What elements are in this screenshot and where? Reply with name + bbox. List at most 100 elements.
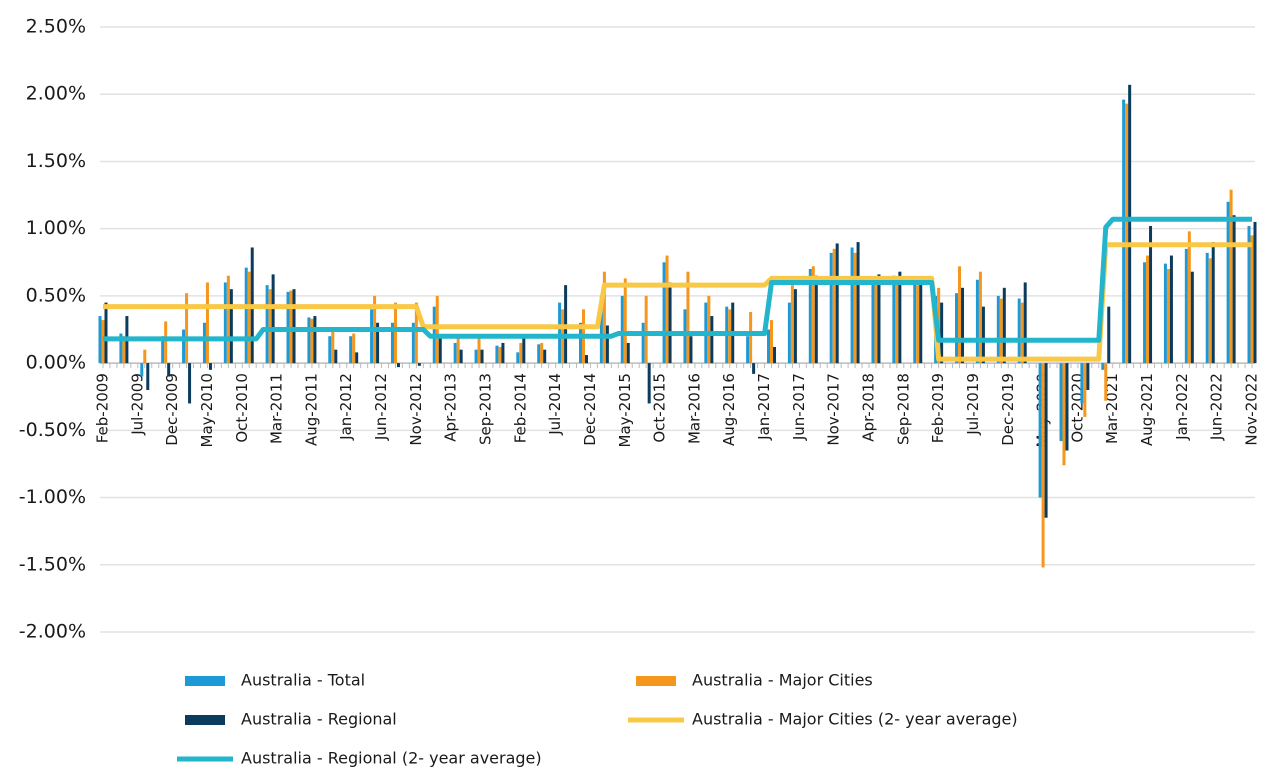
bar xyxy=(205,282,209,364)
bar xyxy=(1104,363,1108,401)
bar xyxy=(689,336,693,364)
x-tick-label: Nov-2017 xyxy=(825,373,843,445)
bar xyxy=(119,333,123,364)
bar xyxy=(850,247,854,364)
bar xyxy=(146,363,150,390)
bar xyxy=(161,336,165,364)
bar xyxy=(832,248,836,364)
bar xyxy=(746,336,750,364)
bar xyxy=(331,329,335,364)
bar xyxy=(1250,235,1254,364)
x-tick-label: Oct-2010 xyxy=(233,373,251,443)
x-tick-label: Feb-2014 xyxy=(511,373,529,443)
x-tick-label: Feb-2019 xyxy=(929,373,947,443)
bar xyxy=(543,349,547,364)
line xyxy=(103,242,1252,362)
x-tick-label: Feb-2009 xyxy=(94,373,112,443)
bar xyxy=(226,275,230,364)
bar xyxy=(1017,298,1021,364)
bar xyxy=(605,325,609,364)
bar xyxy=(313,316,317,364)
bar xyxy=(167,363,171,377)
bar xyxy=(101,320,105,364)
x-tick-label: Aug-2011 xyxy=(302,373,320,446)
bar xyxy=(1229,189,1233,364)
x-tick-label: Jul-2019 xyxy=(964,373,982,436)
bar xyxy=(1065,363,1069,451)
y-tick-label: 2.00% xyxy=(26,83,86,105)
bar xyxy=(1211,242,1215,364)
bar xyxy=(558,302,562,364)
bar xyxy=(1208,258,1212,364)
bar xyxy=(537,344,541,364)
legend-label: Australia - Total xyxy=(241,671,365,690)
x-tick-label: Jan-2017 xyxy=(755,373,773,441)
x-tick-label: Mar-2011 xyxy=(268,373,286,444)
bar xyxy=(1083,363,1087,417)
bar xyxy=(1038,363,1042,498)
bar xyxy=(522,336,526,364)
bar xyxy=(584,355,588,364)
bar xyxy=(122,336,126,364)
bar xyxy=(793,289,797,364)
x-tick-label: May-2015 xyxy=(616,373,634,447)
bar xyxy=(752,363,756,374)
bar xyxy=(668,282,672,364)
legend-label: Australia - Regional (2- year average) xyxy=(241,749,542,768)
bar xyxy=(829,252,833,364)
bar xyxy=(892,275,896,364)
bar xyxy=(955,293,959,364)
bar xyxy=(787,302,791,364)
bar xyxy=(352,333,356,364)
bar xyxy=(1205,252,1209,364)
y-tick-label: 0.50% xyxy=(26,284,86,306)
bar xyxy=(1128,84,1132,364)
bar xyxy=(662,262,666,364)
bar xyxy=(1143,262,1147,364)
bar xyxy=(334,349,338,364)
bar xyxy=(355,352,359,364)
bar xyxy=(498,346,502,364)
legend-label: Australia - Major Cities (2- year averag… xyxy=(692,710,1018,729)
bar xyxy=(140,363,144,377)
bar xyxy=(456,336,460,364)
x-tick-label: Jul-2009 xyxy=(128,373,146,436)
bar xyxy=(1002,287,1006,364)
x-tick-label: Nov-2022 xyxy=(1243,373,1261,445)
bar xyxy=(686,271,690,364)
bar xyxy=(710,316,714,364)
bar xyxy=(916,285,920,364)
bar xyxy=(1149,225,1153,364)
bar xyxy=(268,289,272,364)
bar xyxy=(414,302,418,364)
x-tick-label: May-2010 xyxy=(198,373,216,447)
bar xyxy=(981,306,985,364)
line xyxy=(103,216,1252,343)
bar xyxy=(790,285,794,364)
bar xyxy=(1226,201,1230,364)
bar xyxy=(411,322,415,364)
bar xyxy=(767,329,771,364)
bar xyxy=(728,309,732,364)
x-tick-label: Sep-2018 xyxy=(894,373,912,445)
x-tick-label: Apr-2013 xyxy=(442,373,460,442)
y-tick-label: 1.00% xyxy=(26,217,86,239)
bar xyxy=(188,363,192,404)
y-tick-label: -2.00% xyxy=(19,621,86,643)
x-tick-label: Jun-2012 xyxy=(372,373,390,441)
bar xyxy=(370,309,374,364)
bar xyxy=(501,342,505,364)
bar xyxy=(1253,221,1257,364)
x-tick-label: Oct-2015 xyxy=(651,373,669,443)
bar xyxy=(749,312,753,364)
bar xyxy=(874,282,878,364)
bar xyxy=(665,255,669,364)
x-tick-label: Dec-2009 xyxy=(163,373,181,446)
bar xyxy=(999,298,1003,364)
bar xyxy=(435,295,439,364)
y-tick-label: -1.00% xyxy=(19,486,86,508)
bar xyxy=(856,242,860,364)
bar xyxy=(390,322,394,364)
bar xyxy=(223,282,227,364)
